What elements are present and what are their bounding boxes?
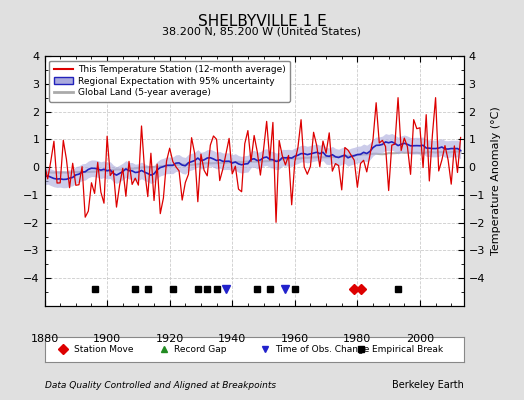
Text: Empirical Break: Empirical Break xyxy=(372,345,443,354)
Legend: This Temperature Station (12-month average), Regional Expectation with 95% uncer: This Temperature Station (12-month avera… xyxy=(49,60,290,102)
Text: 1880: 1880 xyxy=(30,334,59,344)
Text: Station Move: Station Move xyxy=(74,345,134,354)
Text: SHELBYVILLE 1 E: SHELBYVILLE 1 E xyxy=(198,14,326,29)
Text: 38.200 N, 85.200 W (United States): 38.200 N, 85.200 W (United States) xyxy=(162,26,362,36)
Y-axis label: Temperature Anomaly (°C): Temperature Anomaly (°C) xyxy=(490,107,500,255)
Text: Data Quality Controlled and Aligned at Breakpoints: Data Quality Controlled and Aligned at B… xyxy=(45,381,276,390)
Text: Berkeley Earth: Berkeley Earth xyxy=(392,380,464,390)
Text: 1940: 1940 xyxy=(218,334,246,344)
Text: 2000: 2000 xyxy=(406,334,434,344)
Text: Record Gap: Record Gap xyxy=(174,345,227,354)
Text: 1960: 1960 xyxy=(281,334,309,344)
Text: 1980: 1980 xyxy=(343,334,372,344)
Text: Time of Obs. Change: Time of Obs. Change xyxy=(275,345,369,354)
Text: 1920: 1920 xyxy=(156,334,184,344)
Text: 1900: 1900 xyxy=(93,334,121,344)
